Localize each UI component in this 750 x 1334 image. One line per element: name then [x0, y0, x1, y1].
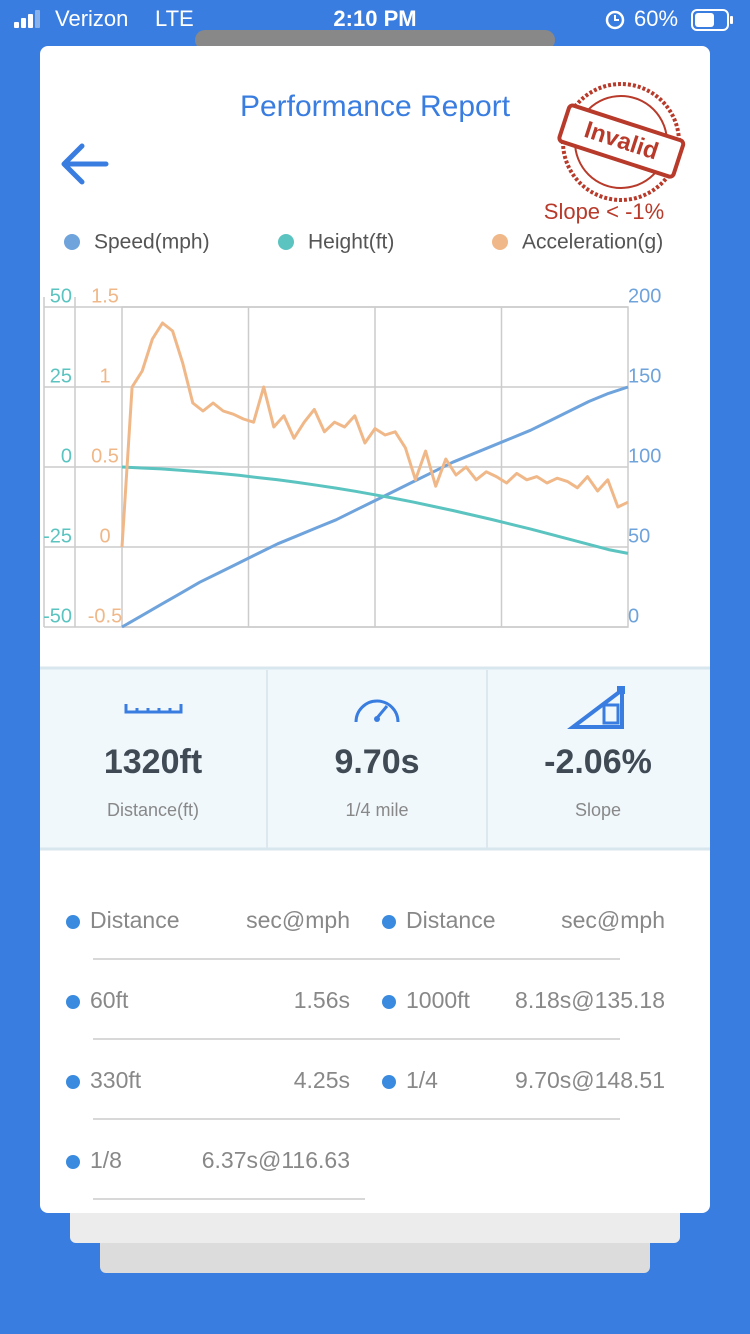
battery-level: 60% [634, 6, 678, 31]
chart: -50 -25 0 25 50 -0.5 0 0.5 1 1.5 0 50 100 150 200 [43, 285, 661, 629]
bullet [66, 1155, 80, 1169]
legend-dot [278, 234, 294, 250]
y2-tick-label: 150 [628, 365, 661, 387]
legend-dot [492, 234, 508, 250]
bullet [66, 995, 80, 1009]
gauge-icon [354, 699, 400, 723]
card [40, 46, 710, 1213]
bullet [382, 1075, 396, 1089]
signal [14, 10, 40, 28]
series-line [121, 465, 629, 555]
y2-tick-label: 0 [628, 605, 639, 627]
cell-name: 330ft [90, 1067, 142, 1093]
y-tick-label: -50 [43, 605, 72, 627]
cell-value: 4.25s [294, 1067, 350, 1093]
header-cell: sec@mph [246, 907, 350, 933]
cell-value: 8.18s@135.18 [515, 987, 665, 1013]
series-line [120, 321, 629, 548]
cell-value: 9.70s@148.51 [515, 1067, 665, 1093]
stat-value: 9.70s [334, 743, 419, 781]
carrier: Verizon [55, 6, 128, 31]
alarm-icon [605, 10, 625, 30]
bullet [66, 1075, 80, 1089]
stamp: Invalid [557, 82, 686, 202]
slope-icon [567, 685, 625, 729]
cell-value: 6.37s@116.63 [202, 1147, 350, 1173]
back-button[interactable] [61, 143, 109, 185]
cell-name: 1000ft [406, 987, 471, 1013]
header-cell: Distance [406, 907, 495, 933]
y2-tick-label: 100 [628, 445, 661, 467]
y-tick-label: 0 [61, 445, 72, 467]
y3-tick-label: -0.5 [88, 605, 122, 627]
title: Performance Report [240, 90, 511, 123]
stat-value: -2.06% [544, 743, 652, 781]
battery-icon [691, 9, 733, 31]
legend: Speed(mph) Height(ft) Acceleration(g) [64, 231, 663, 254]
bullet [382, 995, 396, 1009]
legend-dot [64, 234, 80, 250]
legend-label: Acceleration(g) [522, 231, 663, 254]
y2-tick-label: 50 [628, 525, 650, 547]
legend-label: Speed(mph) [94, 231, 210, 254]
network: LTE [155, 6, 194, 31]
y3-tick-label: 0 [99, 525, 110, 547]
cell-name: 1/4 [406, 1067, 438, 1093]
series-line [121, 385, 629, 629]
stat-label: Distance(ft) [107, 800, 199, 820]
stats-panel [40, 668, 710, 850]
table: Distance sec@mph Distance sec@mph 60ft 1.56s 3… [66, 907, 665, 1200]
card-handle [195, 30, 555, 50]
stat-value: 1320ft [104, 743, 202, 781]
bullet [382, 915, 396, 929]
cell-name: 1/8 [90, 1147, 122, 1173]
y3-tick-label: 1.5 [91, 285, 119, 307]
ruler-icon [124, 704, 183, 714]
stat-label: 1/4 mile [345, 800, 408, 820]
y2-tick-label: 200 [628, 285, 661, 307]
stamp-note: Slope < -1% [544, 199, 664, 224]
cell-name: 60ft [90, 987, 129, 1013]
legend-label: Height(ft) [308, 231, 394, 254]
time: 2:10 PM [333, 6, 416, 31]
y-tick-label: 25 [50, 365, 72, 387]
y-tick-label: -25 [43, 525, 72, 547]
header-cell: Distance [90, 907, 179, 933]
header-cell: sec@mph [561, 907, 665, 933]
y3-tick-label: 0.5 [91, 445, 119, 467]
y-tick-label: 50 [50, 285, 72, 307]
stat-label: Slope [575, 800, 621, 820]
bullet [66, 915, 80, 929]
cell-value: 1.56s [294, 987, 350, 1013]
stats: 1320ft Distance(ft) 9.70s 1/4 mile -2.06% Slo… [104, 743, 652, 820]
y3-tick-label: 1 [99, 365, 110, 387]
